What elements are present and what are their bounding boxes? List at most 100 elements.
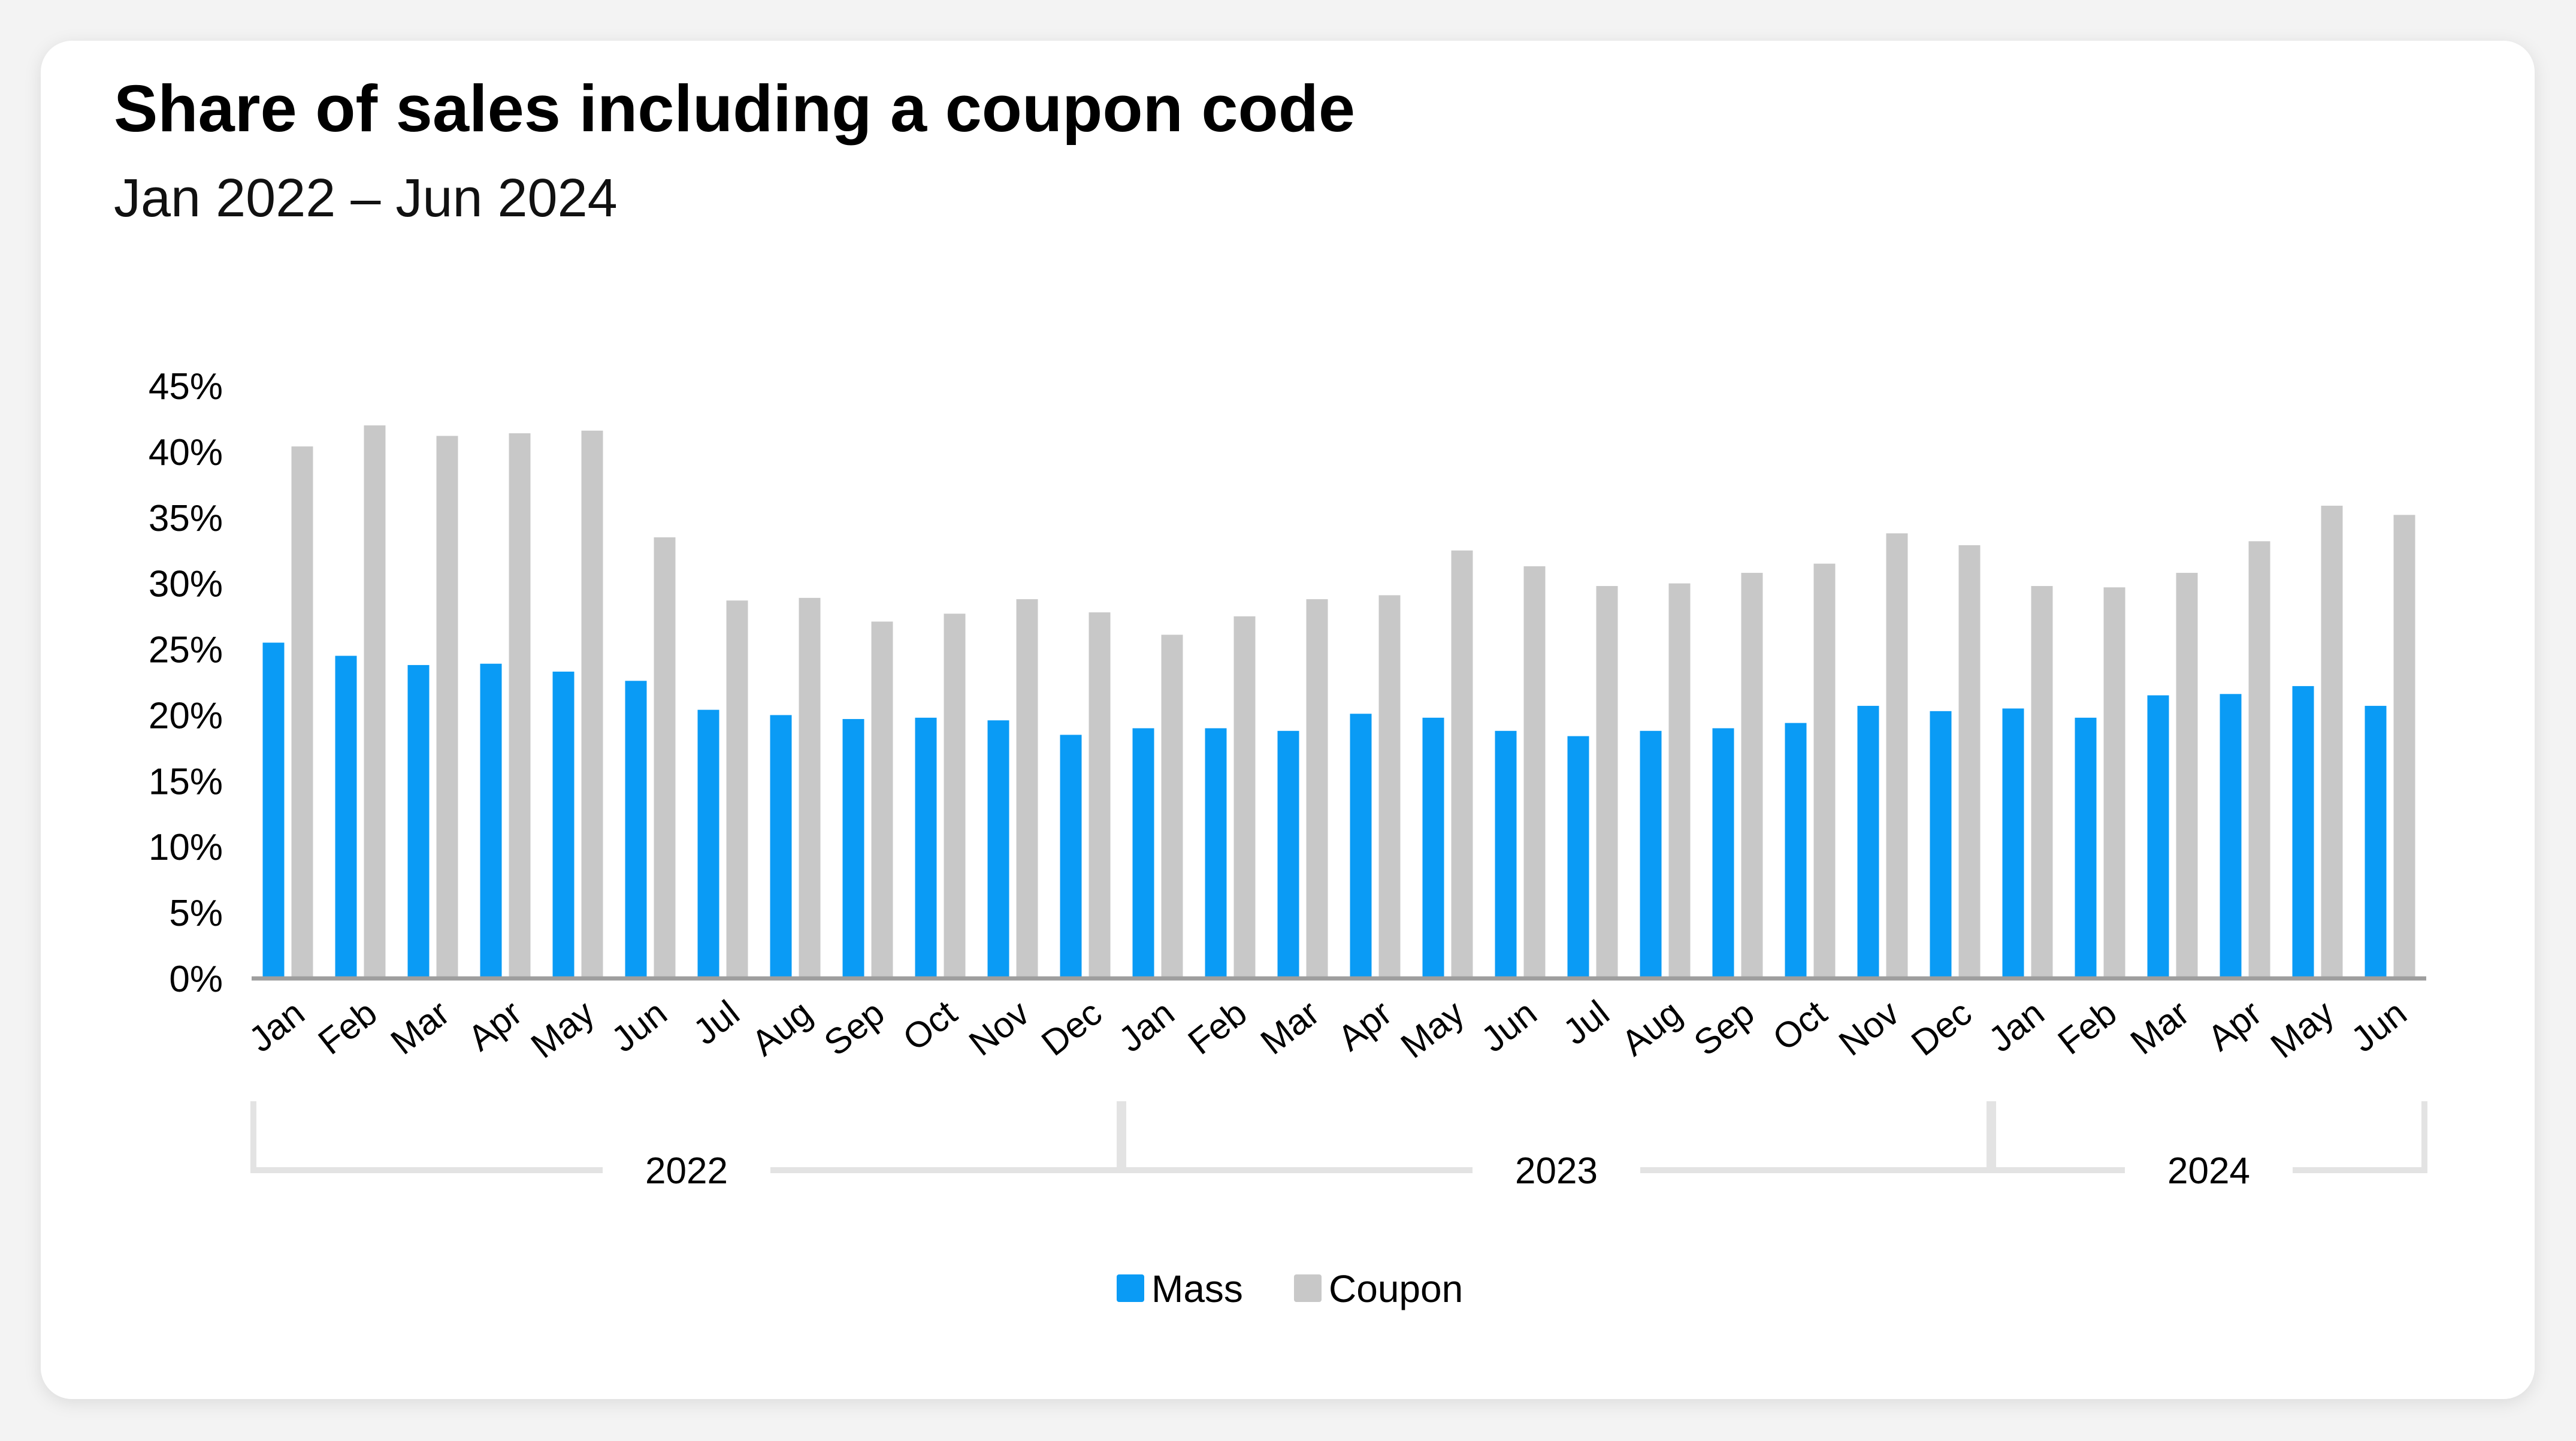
x-tick-label: Aug bbox=[1614, 992, 1689, 1064]
bar-mass bbox=[2002, 708, 2024, 978]
bar-mass bbox=[2147, 695, 2169, 978]
x-tick-label: May bbox=[2263, 992, 2342, 1066]
bar-coupon bbox=[1451, 550, 1473, 978]
bar-coupon bbox=[2176, 573, 2198, 978]
x-tick-label: Mar bbox=[383, 992, 457, 1062]
x-tick-label: Mar bbox=[2123, 992, 2197, 1062]
bar-mass bbox=[625, 681, 647, 978]
bar-mass bbox=[1205, 728, 1227, 978]
bar-mass bbox=[2292, 686, 2314, 978]
x-tick-label: Jun bbox=[1474, 992, 1544, 1059]
bar-mass bbox=[407, 664, 430, 978]
bar-mass bbox=[1785, 723, 1807, 978]
bar-mass bbox=[1640, 730, 1662, 978]
x-tick-label: Jul bbox=[1556, 992, 1617, 1052]
x-tick-label: Aug bbox=[744, 992, 819, 1064]
bar-coupon bbox=[291, 446, 313, 978]
bar-coupon bbox=[1741, 573, 1763, 978]
x-tick-label: Sep bbox=[817, 992, 891, 1064]
legend-label-mass: Mass bbox=[1151, 1267, 1243, 1310]
y-axis-ticks: 0% 5% 10% 15% 20% 25% 30% 35% 40% 45% bbox=[149, 366, 223, 1000]
bar-mass bbox=[1930, 711, 1952, 978]
bar-mass bbox=[1132, 728, 1154, 978]
bar-coupon bbox=[2031, 586, 2053, 978]
bar-coupon bbox=[1089, 612, 1111, 978]
bar-mass bbox=[1060, 735, 1082, 978]
year-bracket-right bbox=[1640, 1101, 1993, 1173]
x-tick-label: Oct bbox=[896, 992, 965, 1058]
bar-coupon bbox=[944, 614, 966, 978]
bar-coupon bbox=[364, 425, 386, 978]
x-tick-label: Apr bbox=[1331, 992, 1399, 1058]
bar-mass bbox=[552, 671, 575, 978]
year-label: 2024 bbox=[2167, 1150, 2250, 1192]
bar-mass bbox=[1567, 736, 1589, 978]
chart-title: Share of sales including a coupon code bbox=[114, 72, 1356, 146]
x-tick-label: Oct bbox=[1765, 992, 1834, 1058]
bar-mass bbox=[1857, 706, 1879, 978]
bar-coupon bbox=[1233, 616, 1256, 978]
bar-coupon bbox=[509, 433, 531, 978]
bar-coupon bbox=[581, 430, 603, 978]
bar-mass bbox=[987, 720, 1009, 978]
bar-mass bbox=[1712, 728, 1734, 978]
year-bracket-right bbox=[770, 1101, 1123, 1173]
y-tick-label: 30% bbox=[149, 564, 223, 605]
x-tick-label: May bbox=[524, 992, 602, 1066]
bar-coupon bbox=[2321, 505, 2343, 978]
bar-mass bbox=[770, 715, 792, 978]
legend-swatch-mass bbox=[1117, 1274, 1144, 1302]
bar-coupon bbox=[436, 436, 458, 978]
bar-coupon bbox=[799, 597, 821, 978]
bar-coupon bbox=[1161, 635, 1183, 978]
bar-mass bbox=[2220, 694, 2242, 978]
bar-coupon bbox=[1523, 566, 1546, 978]
bar-coupon bbox=[1016, 599, 1038, 978]
y-tick-label: 25% bbox=[149, 630, 223, 671]
x-tick-label: Dec bbox=[1034, 992, 1109, 1063]
x-tick-label: Feb bbox=[311, 992, 385, 1062]
y-tick-label: 35% bbox=[149, 498, 223, 539]
x-tick-label: Nov bbox=[1831, 992, 1906, 1063]
x-tick-label: Feb bbox=[2051, 992, 2124, 1062]
x-tick-label: Jun bbox=[604, 992, 674, 1059]
bar-coupon bbox=[2248, 541, 2270, 978]
bar-coupon bbox=[1813, 563, 1836, 978]
bar-coupon bbox=[871, 621, 893, 978]
bar-coupon bbox=[726, 600, 748, 978]
x-tick-label: May bbox=[1393, 992, 1472, 1066]
x-tick-label: Jun bbox=[2344, 992, 2414, 1059]
bars bbox=[262, 425, 2415, 978]
x-tick-label: Feb bbox=[1181, 992, 1254, 1062]
bar-coupon bbox=[1596, 586, 1618, 978]
chart-subtitle: Jan 2022 – Jun 2024 bbox=[114, 168, 618, 228]
bar-mass bbox=[2075, 717, 2097, 978]
legend-label-coupon: Coupon bbox=[1329, 1267, 1463, 1310]
x-tick-label: Apr bbox=[2200, 992, 2269, 1058]
legend-swatch-coupon bbox=[1294, 1274, 1322, 1302]
year-label: 2022 bbox=[645, 1150, 728, 1192]
year-bracket-right bbox=[2293, 1101, 2427, 1173]
bar-coupon bbox=[1378, 595, 1401, 978]
x-tick-label: Dec bbox=[1904, 992, 1979, 1063]
bar-coupon bbox=[2103, 587, 2125, 978]
y-tick-label: 0% bbox=[169, 959, 223, 1000]
year-bracket-left bbox=[1120, 1101, 1473, 1173]
bar-mass bbox=[480, 663, 502, 978]
year-label: 2023 bbox=[1515, 1150, 1598, 1192]
x-tick-label: Jan bbox=[241, 992, 312, 1059]
y-tick-label: 20% bbox=[149, 695, 223, 736]
y-tick-label: 40% bbox=[149, 432, 223, 473]
y-tick-label: 15% bbox=[149, 761, 223, 802]
x-tick-label: Sep bbox=[1686, 992, 1761, 1064]
bar-coupon bbox=[1886, 533, 1908, 978]
year-bracket-left bbox=[250, 1101, 603, 1173]
x-tick-label: Jul bbox=[686, 992, 747, 1052]
bar-mass bbox=[1350, 714, 1372, 978]
x-tick-label: Nov bbox=[962, 992, 1036, 1063]
bar-mass bbox=[1277, 730, 1299, 978]
year-bracket-left bbox=[1990, 1101, 2125, 1173]
bar-coupon bbox=[2393, 515, 2415, 978]
x-tick-label: Mar bbox=[1253, 992, 1327, 1062]
